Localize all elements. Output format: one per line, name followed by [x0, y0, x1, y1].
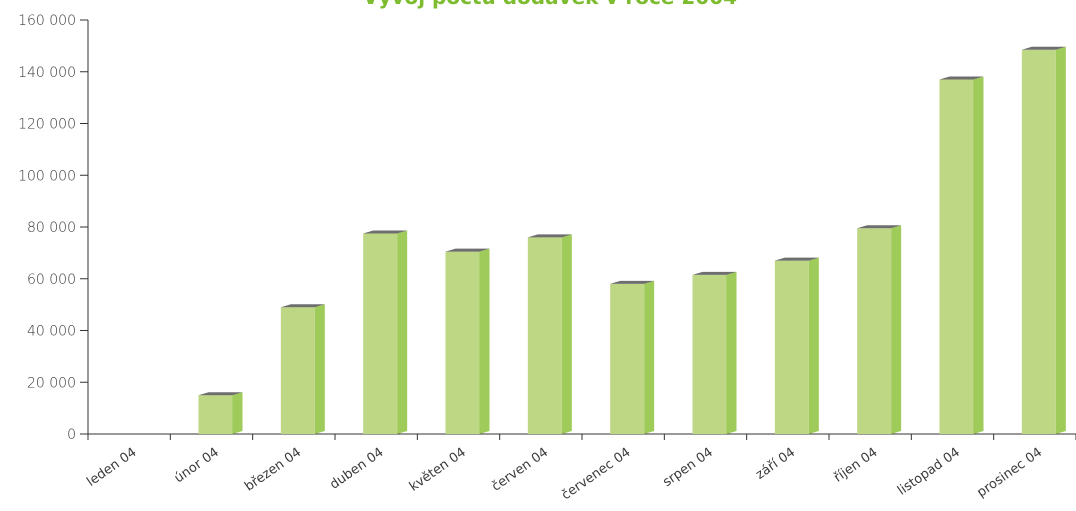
y-tick-label: 40 000 — [27, 324, 76, 340]
bar-front — [363, 233, 398, 434]
x-tick-label: listopad 04 — [895, 445, 963, 499]
x-tick-label: prosinec 04 — [974, 445, 1045, 501]
x-tick-label: leden 04 — [84, 445, 139, 490]
bar-top — [363, 230, 408, 234]
bar-top — [610, 280, 655, 284]
chart-title: Vývoj počtu dodávek v roce 2004 — [363, 0, 737, 9]
bar-front — [198, 395, 233, 434]
bar-side — [973, 76, 984, 434]
bar-front — [774, 260, 809, 434]
x-tick-label: duben 04 — [327, 445, 386, 493]
x-tick-label: únor 04 — [172, 445, 222, 486]
bar-side — [726, 271, 737, 434]
y-tick-label: 20 000 — [27, 375, 76, 391]
bar — [610, 280, 655, 434]
bar-front — [857, 228, 892, 434]
bars — [198, 46, 1066, 434]
bar-side — [808, 257, 819, 434]
x-tick-label: březen 04 — [242, 445, 304, 495]
bar — [445, 248, 490, 434]
bar — [198, 392, 243, 434]
bar — [527, 234, 572, 434]
y-tick-label: 160 000 — [18, 13, 76, 29]
bar-side — [891, 225, 902, 434]
bar-top — [280, 304, 325, 308]
y-tick-label: 100 000 — [18, 168, 76, 184]
bar — [774, 257, 819, 434]
bar-front — [280, 307, 315, 434]
bar-side — [1055, 46, 1066, 434]
bar-front — [939, 79, 974, 434]
x-tick-label: červen 04 — [489, 445, 551, 495]
x-tick-label: září 04 — [753, 445, 798, 483]
y-tick-label: 80 000 — [27, 220, 76, 236]
bar-top — [774, 257, 819, 261]
bar-top — [1021, 46, 1066, 50]
bar-side — [314, 304, 325, 434]
bar-front — [527, 237, 562, 434]
bar-top — [692, 271, 737, 275]
bar — [692, 271, 737, 434]
bar-side — [232, 392, 243, 434]
bar — [939, 76, 984, 434]
x-tick-label: říjen 04 — [831, 445, 880, 486]
bar-top — [445, 248, 490, 252]
x-tick-label: srpen 04 — [660, 445, 716, 490]
y-tick-label: 60 000 — [27, 272, 76, 288]
y-axis: 0 20 000 40 000 60 000 80 000 100 000 120 000 1… — [18, 13, 89, 443]
bar — [857, 225, 902, 434]
y-tick-label: 0 — [67, 427, 76, 443]
y-tick-label: 140 000 — [18, 65, 76, 81]
bar-side — [561, 234, 572, 434]
bar — [280, 304, 325, 434]
bar-side — [644, 280, 655, 434]
bar — [363, 230, 408, 434]
bar-side — [397, 230, 408, 434]
bar-top — [198, 392, 243, 396]
bar-top — [939, 76, 984, 80]
bar-front — [1021, 49, 1056, 434]
bar-side — [479, 248, 490, 434]
bar-front — [445, 251, 480, 434]
x-axis: leden 04 únor 04 březen 04 duben 04 květen 0… — [84, 433, 1076, 503]
bar — [1021, 46, 1066, 434]
bar-front — [692, 274, 727, 434]
bar-top — [857, 225, 902, 229]
x-tick-label: červenec 04 — [559, 445, 633, 503]
x-tick-label: květen 04 — [407, 445, 469, 495]
y-tick-label: 120 000 — [18, 117, 76, 133]
bar-top — [527, 234, 572, 238]
bar-front — [610, 283, 645, 434]
